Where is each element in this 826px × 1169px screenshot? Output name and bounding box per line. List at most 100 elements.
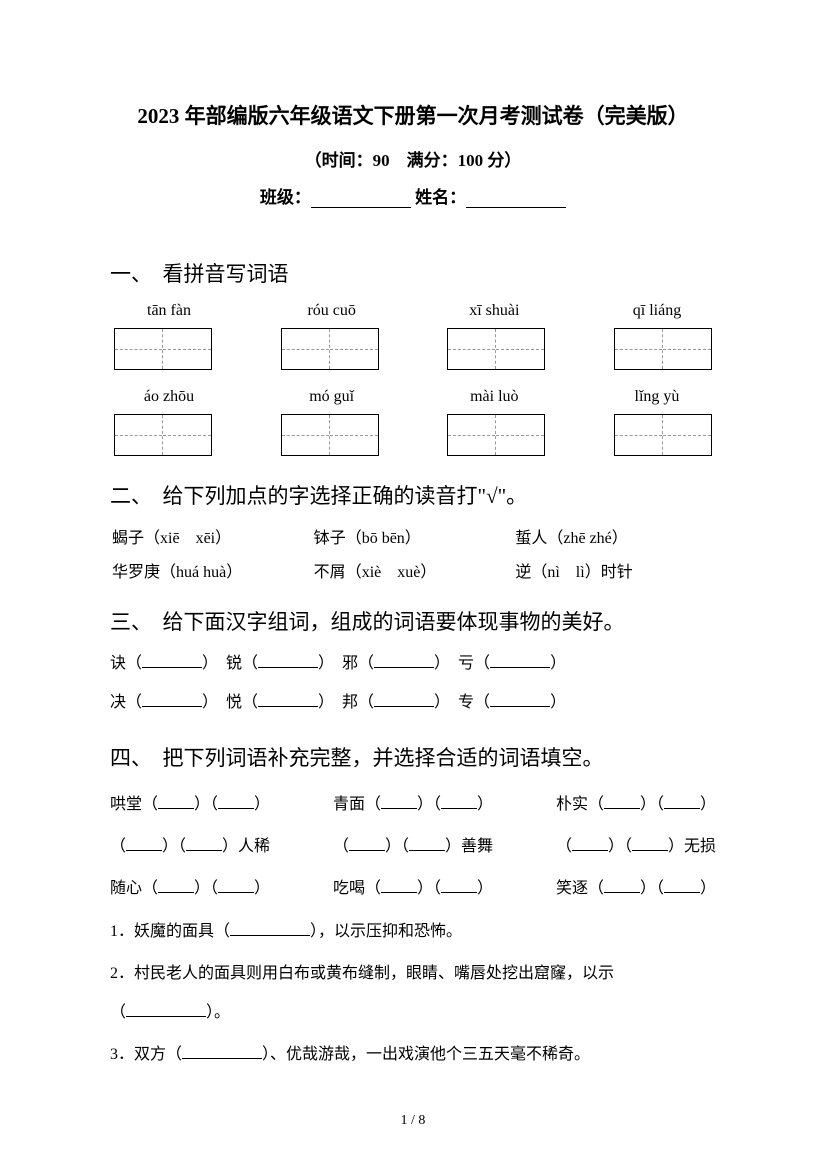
text: 笑逐（ [556,880,604,897]
section-1-title: 一、 看拼音写词语 [110,258,716,288]
text: ）（ [640,796,664,813]
text: ）人稀 [222,838,270,855]
section-2-title: 二、 给下列加点的字选择正确的读音打"√"。 [110,480,716,510]
text: ）、优哉游哉，一出戏演他个三五天毫不稀奇。 [262,1046,590,1063]
text: ）（ [608,838,632,855]
text: ） [254,796,270,813]
blank[interactable] [182,1045,262,1059]
class-blank[interactable] [311,194,411,208]
blank[interactable] [381,795,417,809]
char: 蝎 [112,530,128,547]
name-blank[interactable] [466,194,566,208]
blank[interactable] [126,1003,206,1017]
char: 华罗庚 [112,564,160,581]
text: ）（ [417,796,441,813]
write-box[interactable] [114,328,212,370]
blank[interactable] [604,879,640,893]
write-box[interactable] [447,414,545,456]
text: 诀（ [110,655,142,672]
text: （ [333,838,349,855]
text: ）（ [640,880,664,897]
choice-item: 华罗庚（huá huà） [112,558,311,582]
text: 朴实（ [556,796,604,813]
choice-item: 蝎子（xiē xēi） [112,524,311,548]
blank[interactable] [186,837,222,851]
text: 青面（ [333,796,381,813]
blank[interactable] [158,795,194,809]
write-box[interactable] [447,328,545,370]
write-box[interactable] [614,414,712,456]
char: 不屑 [314,564,346,581]
text: ） 邦（ [318,694,374,711]
text: ）（ [194,796,218,813]
pinyin-label: lǐng yù [602,388,712,406]
blank[interactable] [490,654,550,668]
blank[interactable] [441,879,477,893]
choice-row-1: 蝎子（xiē xēi） 钵子（bō bēn） 蜇人（zhē zhé） [110,524,716,548]
question-3: 3．双方（）、优哉游哉，一出戏演他个三五天毫不稀奇。 [110,1036,716,1074]
text: ） [550,694,566,711]
blank[interactable] [374,654,434,668]
fill-line-3: 随心（）（） 吃喝（）（） 笑逐（）（） [110,870,716,908]
choices: （bō bēn） [346,530,421,547]
blank[interactable] [490,693,550,707]
blank[interactable] [230,922,310,936]
fill-line-2: （）（）人稀 （）（）善舞 （）（）无损 [110,828,716,866]
blank[interactable] [258,693,318,707]
text: （ [110,838,126,855]
text: ）善舞 [445,838,493,855]
blank[interactable] [126,837,162,851]
text: ） [254,880,270,897]
choices: （nì lì）时针 [531,564,632,581]
blank[interactable] [664,795,700,809]
write-box-row-2 [110,414,716,456]
write-box[interactable] [114,414,212,456]
choice-row-2: 华罗庚（huá huà） 不屑（xiè xuè） 逆（nì lì）时针 [110,558,716,582]
text: 哄堂（ [110,796,158,813]
choices: （xiè xuè） [346,564,437,581]
text: 吃喝（ [333,880,381,897]
blank[interactable] [218,795,254,809]
pinyin-label: qī liáng [602,302,712,320]
blank[interactable] [572,837,608,851]
fill-line-1: 哄堂（ ）（ ） 青面（ ）（ ） 朴实（ ）（ ） [110,786,716,824]
blank[interactable] [441,795,477,809]
page-footer: 1 / 8 [0,1113,826,1129]
choices: （zhē zhé） [547,530,627,547]
write-box[interactable] [281,414,379,456]
write-box[interactable] [614,328,712,370]
text: ），以示压抑和恐怖。 [310,923,462,940]
char: 人 [531,530,547,547]
char: 子 [128,530,144,547]
text: ） [477,796,493,813]
blank[interactable] [218,879,254,893]
section-4-title: 四、 把下列词语补充完整，并选择合适的词语填空。 [110,742,716,772]
question-2: 2．村民老人的面具则用白布或黄布缝制，眼睛、嘴唇处挖出窟窿，以示 （）。 [110,955,716,1032]
blank[interactable] [142,693,202,707]
text: ） 亏（ [434,655,490,672]
blank[interactable] [142,654,202,668]
text: （ [110,1004,126,1021]
blank[interactable] [664,879,700,893]
blank[interactable] [374,693,434,707]
text: （ [556,838,572,855]
text: ） [700,796,716,813]
choices: （xiē xēi） [144,530,231,547]
blank[interactable] [409,837,445,851]
text: ）无损 [668,838,716,855]
text: ）（ [385,838,409,855]
choice-item: 钵子（bō bēn） [314,524,513,548]
char: 钵 [314,530,330,547]
blank[interactable] [632,837,668,851]
pinyin-label: áo zhōu [114,388,224,406]
write-box[interactable] [281,328,379,370]
char: 逆 [515,564,531,581]
choices: （huá huà） [160,564,242,581]
blank[interactable] [604,795,640,809]
blank[interactable] [258,654,318,668]
blank[interactable] [158,879,194,893]
text: 随心（ [110,880,158,897]
char: 子 [330,530,346,547]
blank[interactable] [381,879,417,893]
blank[interactable] [349,837,385,851]
